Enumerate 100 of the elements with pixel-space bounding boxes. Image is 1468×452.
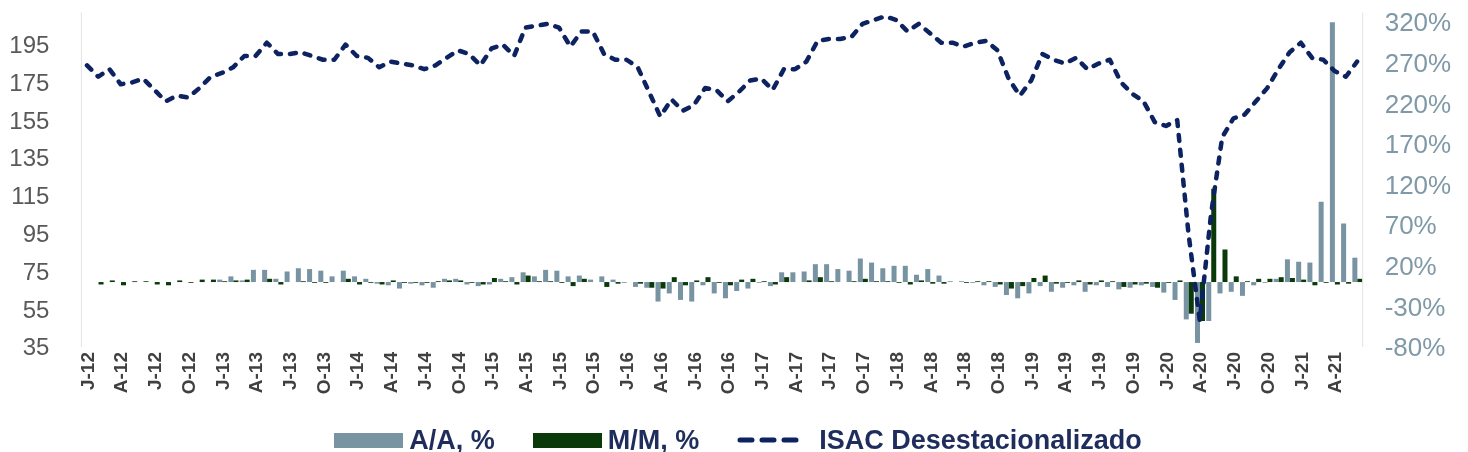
- y-tick-label: 135: [9, 144, 50, 172]
- bar: [1217, 282, 1223, 294]
- y-tick-label: 75: [22, 257, 50, 285]
- bar: [1003, 282, 1009, 296]
- bar: [1329, 22, 1335, 283]
- bar: [363, 278, 369, 283]
- bar: [565, 276, 571, 283]
- bar: [1251, 282, 1257, 286]
- bar: [1037, 282, 1043, 287]
- bar: [599, 276, 605, 283]
- x-tick-label: J-19: [1088, 352, 1110, 391]
- bar: [1278, 277, 1284, 283]
- bar: [1060, 282, 1066, 288]
- x-tick-label: J-16: [616, 352, 638, 391]
- bar: [666, 282, 672, 294]
- x-tick-label: A-17: [784, 352, 806, 394]
- bar: [767, 282, 773, 287]
- bar: [1296, 261, 1302, 283]
- bar: [869, 262, 875, 283]
- bar: [745, 282, 751, 289]
- bar: [1307, 262, 1313, 283]
- bar: [307, 269, 313, 283]
- x-tick-label: J-13: [211, 352, 233, 391]
- bar: [1105, 282, 1111, 287]
- bar: [914, 274, 920, 283]
- bar: [340, 270, 346, 283]
- bar: [1026, 282, 1032, 294]
- x-tick-label: J-20: [1223, 352, 1245, 391]
- x-tick-label: A-19: [1054, 352, 1076, 394]
- bar: [1082, 282, 1088, 292]
- bar: [498, 278, 504, 283]
- bar: [1222, 249, 1228, 283]
- x-tick-label: J-14: [346, 351, 368, 391]
- bar: [689, 282, 695, 302]
- y2-tick-label: 120%: [1384, 169, 1452, 200]
- bar: [525, 275, 531, 283]
- bar: [1256, 278, 1262, 283]
- x-tick-label: A-15: [515, 351, 537, 394]
- bar: [121, 282, 127, 286]
- bar: [727, 282, 733, 286]
- bar: [891, 265, 897, 283]
- bar: [295, 268, 301, 283]
- x-tick-label: A-13: [245, 352, 267, 394]
- bar: [1228, 282, 1234, 292]
- y-tick-label: 115: [11, 182, 50, 210]
- bar: [902, 265, 908, 283]
- bar: [453, 278, 459, 283]
- bar: [1172, 282, 1178, 300]
- bar: [1071, 282, 1077, 286]
- bar: [604, 282, 610, 287]
- legend-label: ISAC Desestacionalizado: [819, 424, 1142, 452]
- x-tick-label: J-19: [1020, 352, 1042, 391]
- bar: [644, 282, 650, 288]
- x-tick-label: J-20: [1155, 352, 1177, 391]
- y2-tick-label: -80%: [1384, 332, 1446, 363]
- bar: [165, 282, 171, 286]
- bar: [660, 282, 666, 289]
- y2-tick-label: 170%: [1384, 129, 1452, 160]
- bar: [262, 269, 268, 283]
- bar: [1273, 278, 1279, 283]
- x-tick-label: J-18: [953, 352, 975, 391]
- line-series: [84, 14, 1360, 323]
- x-tick-label: J-12: [144, 352, 166, 391]
- y2-tick-label: -30%: [1384, 291, 1446, 322]
- bar: [1357, 278, 1363, 283]
- bar: [1161, 282, 1167, 293]
- bar: [554, 270, 560, 283]
- bar: [1138, 282, 1144, 286]
- x-tick-label: A-18: [919, 352, 941, 394]
- x-tick-label: O-20: [1256, 352, 1278, 395]
- bar: [1048, 282, 1054, 292]
- bar: [862, 278, 868, 283]
- bar: [677, 282, 683, 300]
- bar: [352, 276, 358, 283]
- bar: [543, 269, 549, 283]
- bar: [936, 275, 942, 283]
- x-tick-label: J-16: [683, 352, 705, 391]
- bar: [1341, 223, 1347, 283]
- bar: [705, 277, 711, 283]
- y-tick-label: 155: [9, 106, 50, 134]
- y-tick-label: 175: [9, 68, 50, 96]
- bar: [1015, 282, 1021, 299]
- bar: [419, 282, 425, 286]
- x-tick-label: A-21: [1324, 351, 1346, 394]
- x-tick-label: O-13: [312, 352, 334, 395]
- bar: [267, 278, 273, 283]
- x-tick-label: J-13: [278, 352, 300, 391]
- bar: [1233, 276, 1239, 283]
- bar: [475, 282, 481, 287]
- bar: [1284, 259, 1290, 283]
- x-tick-label: J-18: [885, 352, 907, 391]
- bar: [273, 278, 279, 283]
- x-tick-label: J-12: [76, 352, 98, 391]
- bar: [992, 282, 998, 287]
- bar: [1289, 277, 1295, 283]
- y2-tick-label: 270%: [1384, 47, 1452, 78]
- bar: [318, 270, 324, 283]
- y2-tick-label: 320%: [1384, 7, 1452, 38]
- bar: [1150, 282, 1156, 287]
- bar: [1093, 282, 1099, 286]
